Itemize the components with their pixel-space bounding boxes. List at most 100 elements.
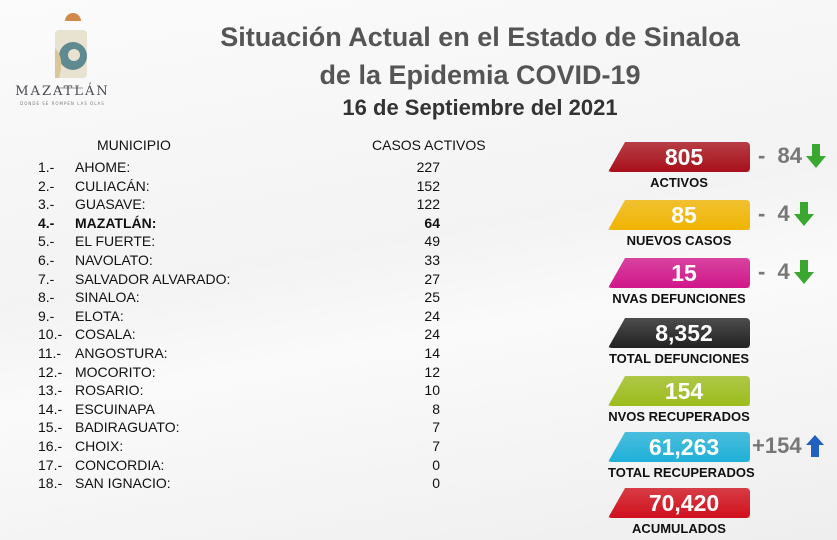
casos-activos-value: 33	[424, 252, 440, 268]
table-row: 3.- GUASAVE: 122	[0, 196, 560, 214]
stat-badge: 85	[608, 200, 750, 230]
table-row: 9.- ELOTA: 24	[0, 308, 560, 326]
municipio-name: BADIRAGUATO:	[75, 419, 180, 436]
row-index: 9.-	[38, 307, 55, 324]
stat-label: NVAS DEFUNCIONES	[612, 291, 746, 306]
row-index: 15.-	[38, 419, 63, 436]
casos-activos-value: 24	[424, 307, 440, 324]
casos-activos-value: 64	[424, 214, 440, 231]
logo-name: MAZATLÁN	[15, 84, 110, 99]
municipio-name: MAZATLÁN:	[75, 214, 157, 231]
stat-badge: 154	[608, 376, 750, 406]
table-row: 4.- MAZATLÁN: 64	[0, 215, 560, 233]
municipio-name: CHOIX:	[75, 438, 124, 454]
municipio-name: COSALA:	[75, 326, 136, 343]
delta-value: - 4	[758, 201, 790, 226]
municipio-name: GUASAVE:	[75, 196, 146, 213]
stat-label: NVOS RECUPERADOS	[608, 409, 750, 424]
casos-activos-value: 25	[424, 289, 440, 306]
municipio-name: ESCUINAPA	[75, 400, 155, 417]
row-index: 3.-	[38, 196, 55, 213]
row-index: 4.-	[38, 214, 55, 231]
arrow-up-icon	[805, 435, 824, 457]
municipio-name: ANGOSTURA:	[75, 345, 168, 361]
table-row: 6.- NAVOLATO: 33	[0, 252, 560, 270]
stat-card: 61,263 TOTAL RECUPERADOS	[608, 432, 755, 480]
table-row: 8.- SINALOA: 25	[0, 289, 560, 307]
casos-activos-value: 8	[432, 400, 440, 417]
casos-activos-value: 27	[424, 270, 440, 287]
casos-activos-value: 0	[432, 475, 440, 492]
row-index: 5.-	[38, 233, 55, 250]
stat-card: 15 NVAS DEFUNCIONES	[608, 258, 750, 306]
stat-value: 805	[664, 144, 704, 170]
title-line1: Situación Actual en el Estado de Sinaloa	[220, 22, 740, 52]
arrow-down-icon	[793, 202, 814, 226]
row-index: 11.-	[38, 345, 62, 361]
stat-label: ACUMULADOS	[632, 521, 726, 536]
municipio-name: CULIACÁN:	[75, 177, 150, 194]
row-index: 6.-	[38, 252, 55, 268]
casos-activos-value: 227	[416, 159, 440, 175]
arrow-down-icon	[806, 144, 827, 168]
table-row: 7.- SALVADOR ALVARADO: 27	[0, 271, 560, 289]
casos-activos-value: 49	[424, 233, 440, 250]
table-row: 15.- BADIRAGUATO: 7	[0, 419, 560, 437]
casos-activos-value: 7	[432, 438, 440, 454]
row-index: 14.-	[38, 400, 63, 417]
table-row: 11.- ANGOSTURA: 14	[0, 345, 560, 363]
stat-card: 8,352 TOTAL DEFUNCIONES	[608, 318, 750, 366]
municipio-name: SALVADOR ALVARADO:	[75, 270, 231, 287]
stat-delta: +154	[752, 433, 825, 459]
stat-value: 70,420	[648, 490, 720, 516]
municipio-name: EL FUERTE:	[75, 233, 156, 250]
stat-badge: 61,263	[608, 432, 750, 462]
casos-activos-value: 152	[416, 177, 440, 194]
casos-activos-value: 24	[424, 326, 440, 343]
casos-activos-value: 10	[424, 382, 440, 399]
table-row: 1.- AHOME: 227	[0, 159, 560, 177]
mazatlan-logo	[55, 13, 87, 89]
stat-delta: - 4	[758, 201, 815, 227]
municipio-name: AHOME:	[75, 159, 131, 175]
table-row: 5.- EL FUERTE: 49	[0, 233, 560, 251]
table-row: 16.- CHOIX: 7	[0, 438, 560, 456]
stat-badge: 70,420	[608, 488, 750, 518]
row-index: 8.-	[38, 289, 55, 306]
row-index: 7.-	[38, 270, 55, 287]
table-row: 10.- COSALA: 24	[0, 326, 560, 344]
stat-value: 8,352	[655, 320, 713, 346]
municipio-name: CONCORDIA:	[75, 456, 165, 473]
row-index: 2.-	[38, 177, 55, 194]
report-date: 16 de Septiembre del 2021	[342, 95, 618, 120]
stat-value: 15	[671, 260, 697, 286]
stat-badge: 805	[608, 142, 750, 172]
logo-tagline: DONDE SE ROMPEN LAS OLAS	[20, 101, 105, 106]
row-index: 16.-	[38, 438, 63, 454]
stat-label: NUEVOS CASOS	[626, 233, 732, 248]
municipio-name: SAN IGNACIO:	[75, 475, 171, 492]
municipio-name: MOCORITO:	[75, 363, 156, 380]
casos-activos-value: 0	[432, 456, 440, 473]
stat-label: ACTIVOS	[650, 175, 708, 190]
stat-value: 154	[664, 378, 704, 404]
stat-value: 61,263	[648, 434, 720, 460]
stat-delta: - 4	[758, 259, 815, 285]
stat-delta: - 84	[758, 143, 827, 169]
row-index: 12.-	[38, 363, 63, 380]
table-row: 2.- CULIACÁN: 152	[0, 178, 560, 196]
row-index: 17.-	[38, 456, 63, 473]
row-index: 18.-	[38, 475, 63, 492]
casos-activos-value: 12	[424, 363, 440, 380]
municipio-name: ROSARIO:	[75, 382, 144, 399]
table-row: 18.- SAN IGNACIO: 0	[0, 475, 560, 493]
stat-card: 85 NUEVOS CASOS	[608, 200, 750, 248]
casos-activos-value: 14	[424, 345, 440, 361]
row-index: 10.-	[38, 326, 63, 343]
delta-value: +154	[752, 433, 802, 458]
casos-header: CASOS ACTIVOS	[372, 137, 486, 153]
municipio-name: SINALOA:	[75, 289, 140, 306]
delta-value: - 4	[758, 259, 790, 284]
stat-card: 70,420 ACUMULADOS	[608, 488, 750, 536]
